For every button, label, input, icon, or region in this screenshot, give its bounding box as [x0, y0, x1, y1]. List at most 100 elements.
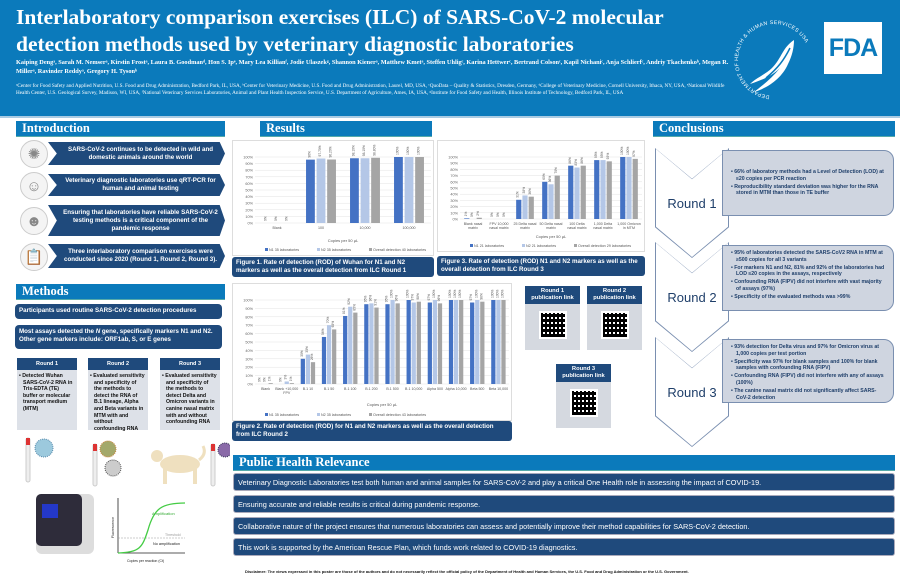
- y-tick-label: 40%: [245, 349, 253, 353]
- qr-code-icon[interactable]: [569, 389, 598, 417]
- y-tick-label: 80%: [450, 168, 458, 172]
- y-tick-label: 20%: [245, 208, 253, 212]
- conclusion-point: 93% detection for Delta virus and 97% fo…: [731, 344, 887, 358]
- bar: [548, 184, 554, 219]
- legend-label: Overall detection 40 laboratories: [373, 248, 426, 252]
- data-label: 97.70%: [318, 145, 322, 156]
- figure-1-chart: 0% 10% 20% 30% 40% 50% 60% 70% 80% 90% 100% Blank 0%…: [232, 140, 434, 256]
- bar: [306, 159, 315, 223]
- x-tick-label: 1,000 Delta nasal matrix: [593, 222, 613, 230]
- bar: [284, 381, 289, 384]
- data-label: 0%: [285, 216, 289, 221]
- data-label: 100%: [490, 289, 494, 298]
- qr-card-round-1[interactable]: Round 1 publication link: [525, 286, 580, 350]
- round-card: Round 2Evaluated sensitivity and specifi…: [88, 358, 148, 432]
- bar: [626, 157, 632, 219]
- round-1-chevron: Round 1: [655, 148, 729, 258]
- y-tick-label: 50%: [245, 341, 253, 345]
- qr-card-round-3[interactable]: Round 3 publication link: [556, 364, 611, 428]
- y-tick-label: 30%: [245, 357, 253, 361]
- x-tick-label: 100 Delta nasal matrix: [567, 222, 587, 230]
- sample-illustrations: [25, 437, 230, 487]
- conclusion-point: 66% of laboratory methods had a Level of…: [731, 169, 887, 183]
- bar: [326, 325, 332, 384]
- x-tick-label: 100,000: [403, 226, 416, 230]
- pcr-illustration: Amplification Threshold No amplification…: [36, 494, 186, 563]
- data-label: 0%: [263, 377, 267, 382]
- poster-header: Interlaboratory comparison exercises (IL…: [0, 0, 900, 116]
- y-tick-label: 90%: [450, 162, 458, 166]
- round-text: Evaluated sensitivity and specificity of…: [88, 370, 148, 432]
- data-label: 97%: [469, 294, 473, 301]
- x-tick-label: Beta 10,000: [489, 387, 508, 391]
- legend-swatch: [317, 413, 320, 416]
- y-tick-label: 10%: [245, 215, 253, 219]
- legend-swatch: [265, 413, 268, 416]
- x-tick-label: B.1 500: [386, 387, 398, 391]
- qr-card-round-2[interactable]: Round 2 publication link: [587, 286, 642, 350]
- y-tick-label: 100%: [448, 156, 458, 160]
- conclusion-point: The canine nasal matrix did not signific…: [731, 388, 887, 402]
- data-label: 98.10%: [362, 145, 366, 156]
- data-label: 98.10%: [351, 145, 355, 156]
- bar: [542, 181, 548, 219]
- data-label: 0%: [258, 377, 262, 382]
- no-amplification-label: No amplification: [153, 542, 180, 546]
- figure-3-caption: Figure 3. Rate of detection (ROD) N1 and…: [437, 256, 645, 276]
- bar: [600, 160, 606, 219]
- x-axis-label: Copies per 50 µL: [367, 402, 398, 407]
- data-label: 60%: [542, 173, 546, 180]
- public-health-item: Collaborative nature of the project ensu…: [233, 517, 895, 535]
- x-tick-label: 100: [318, 226, 324, 230]
- public-health-item: Veterinary Diagnostic Laboratories test …: [233, 473, 895, 491]
- x-tick-label: 25 Delta nasal matrix: [514, 222, 537, 230]
- data-label: 96%: [437, 295, 441, 302]
- data-label: 100%: [626, 146, 630, 155]
- round-text: Detected Wuhan SARS-CoV-2 RNA in Tris-ED…: [17, 370, 77, 413]
- data-label: 97%: [427, 294, 431, 301]
- bar: [300, 358, 305, 384]
- data-label: 96%: [368, 295, 372, 302]
- bar: [459, 300, 464, 384]
- data-label: 0%: [274, 216, 278, 221]
- conclusion-point: Confounding RNA (FIPV) did not interfere…: [731, 279, 887, 293]
- data-label: 86%: [568, 157, 572, 164]
- data-label: 0%: [502, 212, 506, 217]
- bar: [464, 218, 470, 219]
- bar: [364, 304, 369, 384]
- y-tick-label: 90%: [245, 307, 253, 311]
- virus-icon: ✺: [20, 140, 48, 168]
- x-axis-label: Copies per 50 µL: [536, 234, 567, 239]
- qr-code-icon[interactable]: [538, 311, 567, 339]
- data-label: 100%: [448, 289, 452, 298]
- legend-label: N1 35 laboratories: [269, 413, 299, 417]
- bar: [574, 167, 580, 219]
- pcr-machine-icon: [36, 494, 94, 554]
- conclusion-point: 95% of laboratories detected the SARS-Co…: [731, 250, 887, 264]
- data-label: 95%: [600, 151, 604, 158]
- data-label: 2%: [476, 211, 480, 216]
- y-tick-label: 30%: [245, 202, 253, 206]
- data-label: 85%: [352, 304, 356, 311]
- legend-swatch: [369, 413, 372, 416]
- data-label: 96%: [395, 295, 399, 302]
- bar: [501, 300, 506, 384]
- dog-icon: [151, 445, 206, 484]
- data-label: 100%: [453, 289, 457, 298]
- bar: [268, 383, 273, 384]
- test-tube-icon: [210, 443, 216, 487]
- x-tick-label: B.1 10,000: [405, 387, 422, 391]
- data-label: 100%: [500, 289, 504, 298]
- bar: [416, 301, 421, 384]
- pcr-xlabel: Copies per reaction (Ct): [127, 559, 164, 563]
- bar: [620, 157, 626, 219]
- y-tick-label: 10%: [450, 211, 458, 215]
- qr-code-icon[interactable]: [600, 311, 629, 339]
- figure-1-caption: Figure 1. Rate of detection (ROD) of Wuh…: [232, 257, 434, 277]
- bar: [404, 157, 414, 223]
- conclusion-point: Confounding RNA (FIPV) did not interfere…: [731, 373, 887, 387]
- scientist-icon: ☺: [20, 172, 48, 200]
- virus-icon: [99, 440, 117, 458]
- data-label: 96%: [307, 151, 311, 158]
- public-health-heading: Public Health Relevance: [233, 455, 895, 471]
